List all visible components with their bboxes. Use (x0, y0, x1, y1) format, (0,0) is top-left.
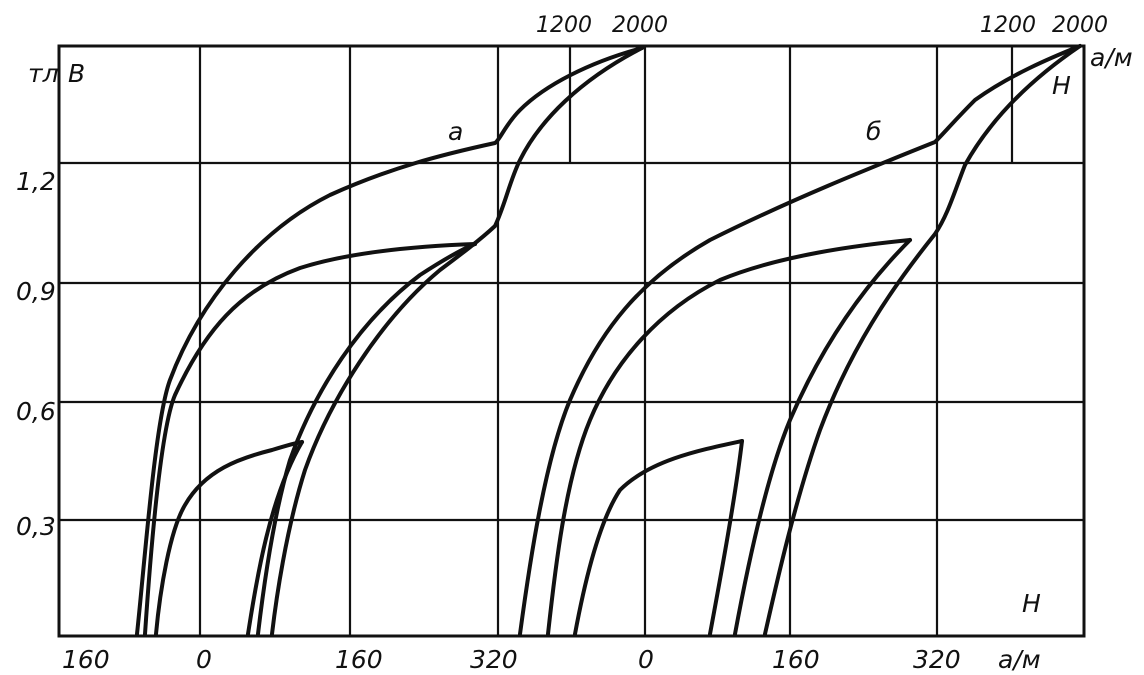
panel-a-outer-second (143, 242, 477, 636)
x-tick-label: 320 (470, 645, 518, 674)
top-tick-label-b: 2000 (1052, 13, 1108, 38)
y-tick-label: 0,9 (16, 277, 56, 306)
y-tick-label: 1,2 (16, 167, 56, 196)
horizontal-gridlines (59, 161, 1084, 522)
top-tick-label-a: 2000 (612, 13, 668, 38)
panel-b-outer-second (546, 238, 912, 636)
panel-b-inner-small-ascending (708, 439, 744, 636)
panel-b-inner-large-ascending-1 (733, 238, 912, 636)
top-tick-label-a: 1200 (536, 13, 592, 38)
top-axis-unit: а/м (1090, 43, 1133, 72)
panel-a-outer-descending (135, 46, 644, 636)
panel-a-inner-large-ascending-1 (256, 242, 477, 636)
x-tick-label: 0 (638, 645, 654, 674)
panel-b-curves (518, 44, 1082, 636)
x-tick-label: 160 (772, 645, 820, 674)
x-tick-label: 160 (335, 645, 383, 674)
x-axis-top: 1200 2000 1200 2000 а/м H (536, 13, 1133, 100)
plot-frame (57, 44, 1086, 638)
top-tick-label-b: 1200 (980, 13, 1036, 38)
y-tick-label: 0,6 (16, 397, 56, 426)
panel-a-curves (135, 46, 644, 636)
x-tick-label: 320 (913, 645, 961, 674)
panel-b-inner-small-descending (573, 439, 744, 636)
y-axis-label: В (68, 59, 85, 88)
panel-label-b: б (866, 117, 881, 146)
x-axis-unit: а/м (998, 645, 1041, 674)
x-tick-label: 160 (62, 645, 110, 674)
y-tick-label: 0,3 (16, 512, 56, 541)
x-axis-bottom: 160 0 160 320 0 160 320 а/м H (62, 589, 1041, 674)
panel-a-inner-large-ascending-2 (270, 46, 644, 636)
panel-b-inner-large-ascending-2 (763, 44, 1082, 636)
panel-label-a: а (448, 117, 463, 146)
x-tick-label: 0 (196, 645, 212, 674)
vertical-gridlines (198, 46, 1014, 636)
y-axis: тл В 1,2 0,9 0,6 0,3 (16, 59, 85, 541)
x-axis-label: H (1022, 589, 1041, 618)
y-axis-unit: тл (28, 59, 59, 88)
top-axis-label: H (1052, 71, 1071, 100)
panel-b-outer-descending (518, 44, 1082, 636)
panel-a-inner-small-descending (154, 440, 304, 636)
